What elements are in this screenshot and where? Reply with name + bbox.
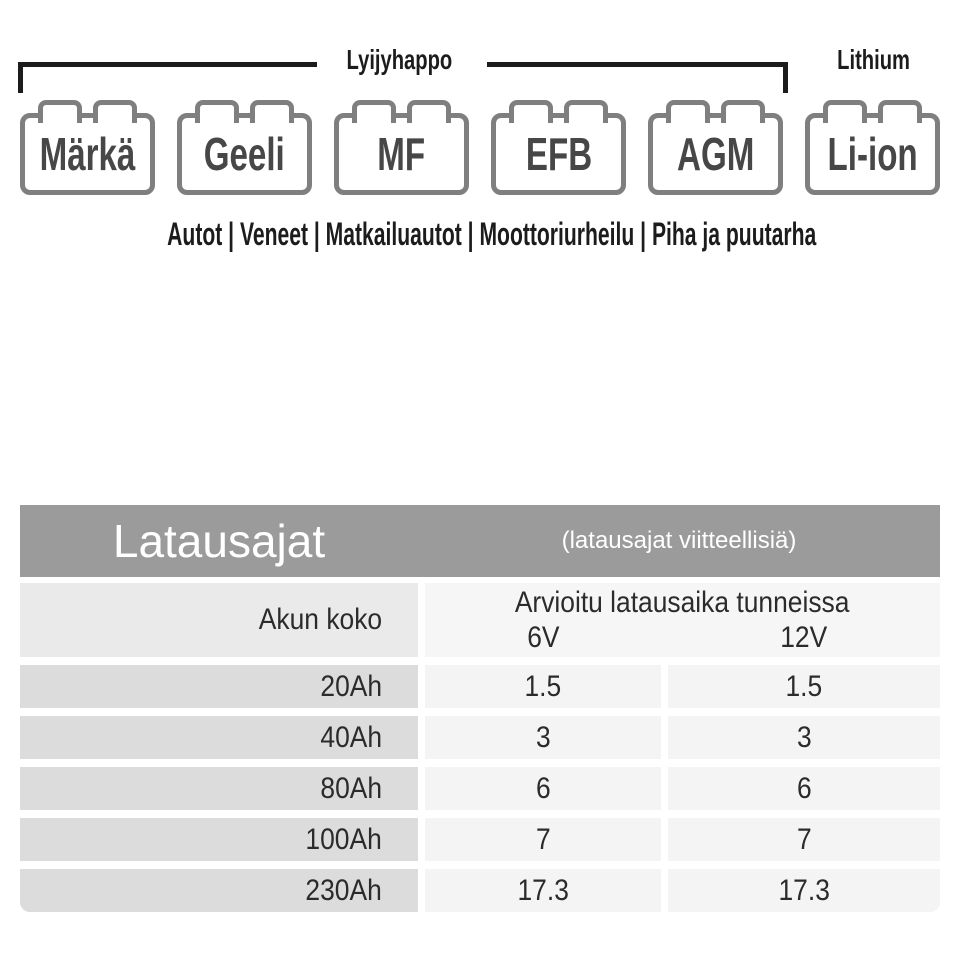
battery-type-label: MF <box>377 128 426 180</box>
column-header-battery-size: Akun koko <box>20 583 418 657</box>
lead-acid-bracket-right-icon <box>487 62 788 93</box>
battery-body: Märkä <box>20 113 155 195</box>
table-row: 20Ah 1.5 1.5 <box>20 665 940 708</box>
charging-times-table: Latausajat (latausajat viitteellisiä) Ak… <box>20 505 940 912</box>
battery-body: MF <box>334 113 469 195</box>
time-12v-cell: 17.3 <box>668 869 940 912</box>
battery-type-label: AGM <box>676 128 755 180</box>
table-title-area: Latausajat <box>20 505 418 577</box>
column-gap <box>661 621 668 655</box>
column-header-12v: 12V <box>780 621 828 654</box>
battery-terminal-icon <box>721 100 765 123</box>
battery-icon-mf: MF <box>334 100 469 195</box>
table-title: Latausajat <box>112 515 326 567</box>
table-subtitle: (latausajat viitteellisiä) <box>561 527 797 554</box>
battery-terminal-icon <box>666 100 710 123</box>
battery-body: EFB <box>491 113 626 195</box>
time-12v-cell: 1.5 <box>668 665 940 708</box>
battery-body: AGM <box>648 113 783 195</box>
battery-terminal-icon <box>38 100 82 123</box>
time-6v-cell: 7 <box>425 818 661 861</box>
battery-terminal-icon <box>823 100 867 123</box>
table-subtitle-area: (latausajat viitteellisiä) <box>418 505 940 577</box>
battery-size-cell: 230Ah <box>20 869 418 912</box>
time-6v-cell: 6 <box>425 767 661 810</box>
battery-icon-geeli: Geeli <box>177 100 312 195</box>
battery-size-cell: 100Ah <box>20 818 418 861</box>
battery-icon-liion: Li-ion <box>805 100 940 195</box>
time-6v-cell: 3 <box>425 716 661 759</box>
battery-body: Li-ion <box>805 113 940 195</box>
battery-terminal-icon <box>878 100 922 123</box>
time-12v-cell: 7 <box>668 818 940 861</box>
battery-icon-agm: AGM <box>648 100 783 195</box>
battery-type-label: Märkä <box>39 128 136 180</box>
table-title-bar: Latausajat (latausajat viitteellisiä) <box>20 505 940 577</box>
table-header-row: Akun koko Arvioitu latausaika tunneissa … <box>20 583 940 657</box>
battery-body: Geeli <box>177 113 312 195</box>
time-6v-cell: 17.3 <box>425 869 661 912</box>
time-12v-cell: 6 <box>668 767 940 810</box>
battery-terminal-icon <box>93 100 137 123</box>
time-12v-cell: 3 <box>668 716 940 759</box>
battery-types-row: Märkä Geeli MF EFB <box>20 100 940 195</box>
battery-terminal-icon <box>250 100 294 123</box>
battery-terminal-icon <box>352 100 396 123</box>
time-6v-cell: 1.5 <box>425 665 661 708</box>
lead-acid-bracket-left-icon <box>18 62 317 93</box>
column-header-charge-time: Arvioitu latausaika tunneissa 6V 12V <box>425 583 940 657</box>
battery-type-label: EFB <box>525 128 592 180</box>
charge-time-header-label: Arvioitu latausaika tunneissa <box>515 586 850 619</box>
battery-terminal-icon <box>195 100 239 123</box>
column-header-6v: 6V <box>526 621 560 654</box>
table-row: 80Ah 6 6 <box>20 767 940 810</box>
battery-terminal-icon <box>564 100 608 123</box>
lithium-group-label: Lithium <box>837 44 911 75</box>
battery-size-cell: 40Ah <box>20 716 418 759</box>
voltage-subheaders: 6V 12V <box>425 621 940 655</box>
battery-size-cell: 80Ah <box>20 767 418 810</box>
battery-type-label: Geeli <box>203 128 285 180</box>
battery-terminal-icon <box>407 100 451 123</box>
lead-acid-group-label: Lyijyhappo <box>346 44 453 75</box>
battery-type-label: Li-ion <box>827 128 918 180</box>
chemistry-group-header: Lyijyhappo Lithium <box>0 40 960 110</box>
battery-icon-marka: Märkä <box>20 100 155 195</box>
battery-icon-efb: EFB <box>491 100 626 195</box>
battery-size-cell: 20Ah <box>20 665 418 708</box>
table-row: 100Ah 7 7 <box>20 818 940 861</box>
battery-terminal-icon <box>509 100 553 123</box>
table-row: 40Ah 3 3 <box>20 716 940 759</box>
usage-categories-line: Autot | Veneet | Matkailuautot | Moottor… <box>167 216 817 252</box>
table-row: 230Ah 17.3 17.3 <box>20 869 940 912</box>
